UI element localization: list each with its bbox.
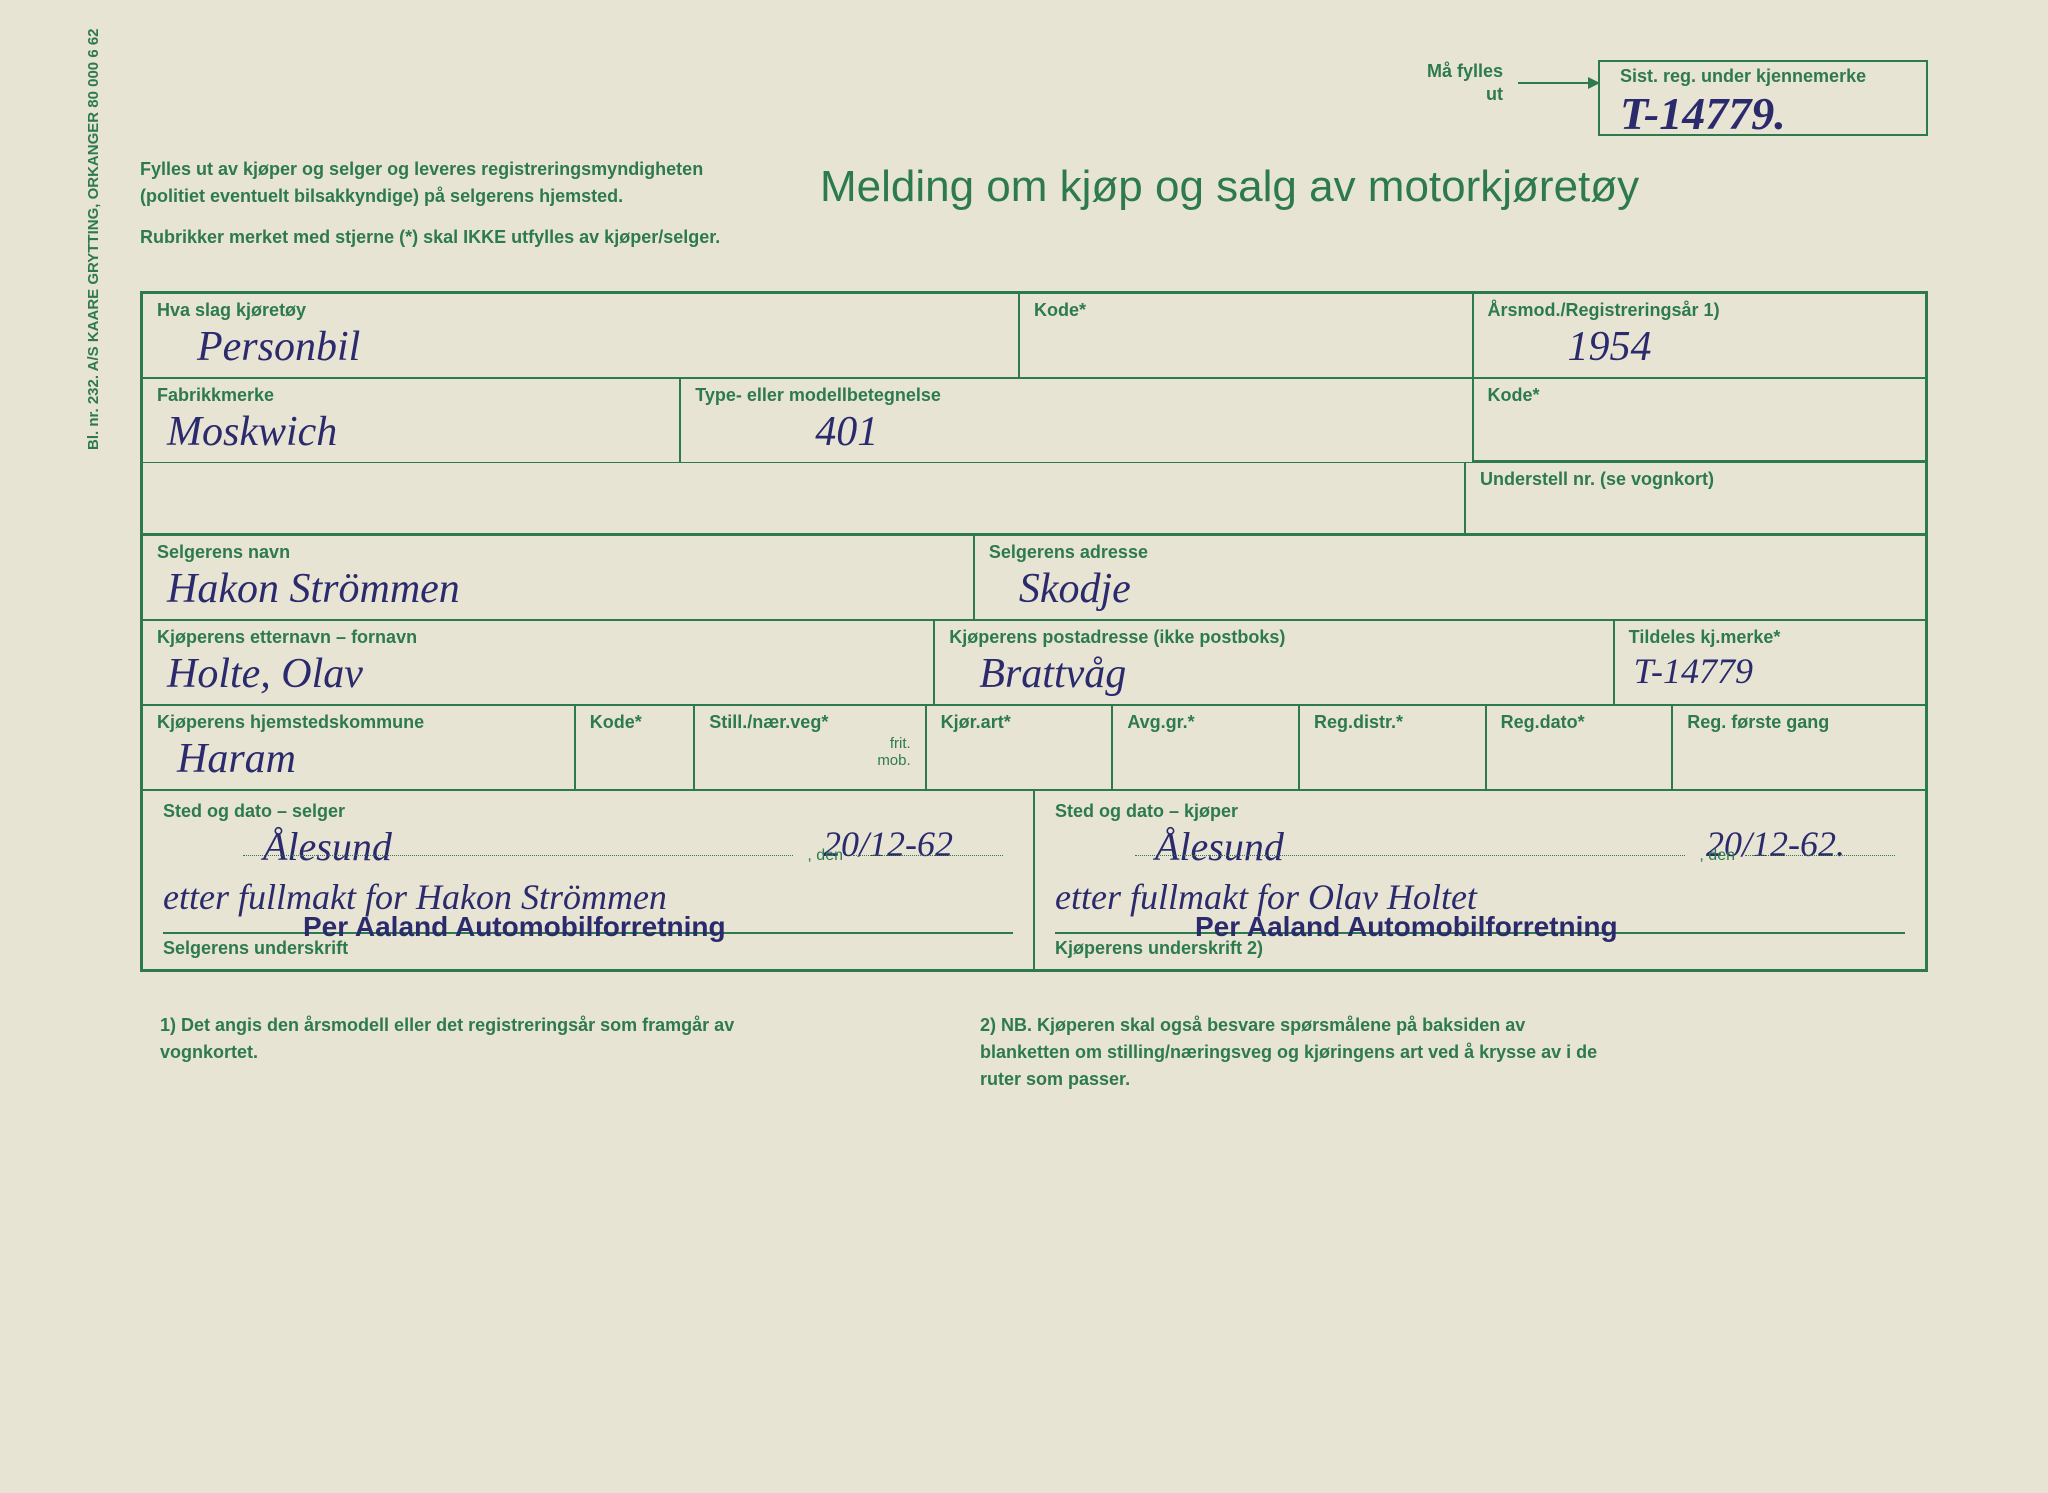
still-label: Still./nær.veg* <box>709 712 910 733</box>
type-value: Personbil <box>157 323 1004 371</box>
first-cell: Reg. første gang <box>1673 706 1925 789</box>
footnote-2: 2) NB. Kjøperen skal også besvare spørsm… <box>980 1012 1620 1093</box>
kommune-label: Kjøperens hjemstedskommune <box>157 712 560 733</box>
seller-sig-label-top: Sted og dato – selger <box>163 801 1013 822</box>
buyer-name-label: Kjøperens etternavn – fornavn <box>157 627 919 648</box>
seller-addr-label: Selgerens adresse <box>989 542 1911 563</box>
chassis-cell: Understell nr. (se vognkort) <box>1464 463 1925 533</box>
reg-number-box: Sist. reg. under kjennemerke T-14779. <box>1598 60 1928 136</box>
buyer-name-cell: Kjøperens etternavn – fornavn Holte, Ola… <box>143 621 935 704</box>
header-row: Må fylles ut Sist. reg. under kjennemerk… <box>140 60 1928 136</box>
vehicle-type-cell: Hva slag kjøretøy Personbil <box>143 294 1020 377</box>
fill-notice: Må fylles ut <box>1427 60 1598 107</box>
buyer-signature-block: Sted og dato – kjøper Ålesund 20/12-62. … <box>1035 791 1925 969</box>
kommune-value: Haram <box>157 735 560 783</box>
distr-cell: Reg.distr.* <box>1300 706 1487 789</box>
kode3-label: Kode* <box>590 712 680 733</box>
form-container: Må fylles ut Sist. reg. under kjennemerk… <box>140 60 1928 1433</box>
seller-place: Ålesund <box>263 823 392 870</box>
dato-cell: Reg.dato* <box>1487 706 1674 789</box>
seller-stamp: Per Aaland Automobilforretning <box>303 911 726 943</box>
den-label-buyer: , den <box>1699 847 1735 865</box>
model-label: Type- eller modellbetegnelse <box>695 385 1457 406</box>
avg-cell: Avg.gr.* <box>1113 706 1300 789</box>
instruction-line-2: Rubrikker merket med stjerne (*) skal IK… <box>140 224 740 251</box>
kode1-cell: Kode* <box>1020 294 1474 377</box>
footnote-1: 1) Det angis den årsmodell eller det reg… <box>160 1012 800 1093</box>
model-cell: Type- eller modellbetegnelse 401 <box>681 379 1473 462</box>
seller-name-value: Hakon Strömmen <box>157 565 959 613</box>
form-header: Fylles ut av kjøper og selger og leveres… <box>140 156 1928 251</box>
buyer-place: Ålesund <box>1155 823 1284 870</box>
seller-name-label: Selgerens navn <box>157 542 959 563</box>
fill-label: Må fylles ut <box>1427 60 1503 107</box>
still-cell: Still./nær.veg* frit. mob. <box>695 706 926 789</box>
seller-addr-cell: Selgerens adresse Skodje <box>975 536 1925 619</box>
type-label: Hva slag kjøretøy <box>157 300 1004 321</box>
model-value: 401 <box>695 408 1457 456</box>
distr-label: Reg.distr.* <box>1314 712 1471 733</box>
chassis-spacer <box>143 463 1464 533</box>
buyer-mark-label: Tildeles kj.merke* <box>1629 627 1911 648</box>
year-cell: Årsmod./Registreringsår 1) 1954 <box>1474 294 1926 377</box>
chassis-label: Understell nr. (se vognkort) <box>1480 469 1911 490</box>
chassis-row: Understell nr. (se vognkort) <box>143 463 1925 533</box>
seller-addr-value: Skodje <box>989 565 1911 613</box>
seller-name-cell: Selgerens navn Hakon Strömmen <box>143 536 975 619</box>
buyer-mark-cell: Tildeles kj.merke* T-14779 <box>1615 621 1925 704</box>
make-cell: Fabrikkmerke Moskwich <box>143 379 681 462</box>
buyer-sig-label-top: Sted og dato – kjøper <box>1055 801 1905 822</box>
form-table: Hva slag kjøretøy Personbil Kode* Årsmod… <box>140 291 1928 536</box>
year-label: Årsmod./Registreringsår 1) <box>1488 300 1912 321</box>
form-title: Melding om kjøp og salg av motorkjøretøy <box>820 156 1639 251</box>
reg-value: T-14779. <box>1620 87 1906 140</box>
kode2-label: Kode* <box>1488 385 1912 406</box>
make-value: Moskwich <box>157 408 665 456</box>
seller-buyer-table: Selgerens navn Hakon Strömmen Selgerens … <box>140 536 1928 972</box>
avg-label: Avg.gr.* <box>1127 712 1284 733</box>
dato-label: Reg.dato* <box>1501 712 1658 733</box>
kode2-cell: Kode* <box>1474 379 1926 462</box>
kode1-label: Kode* <box>1034 300 1458 321</box>
buyer-mark-value: T-14779 <box>1629 650 1911 692</box>
seller-row: Selgerens navn Hakon Strömmen Selgerens … <box>143 536 1925 621</box>
still-sub: frit. mob. <box>709 735 910 769</box>
vehicle-type-row: Hva slag kjøretøy Personbil Kode* Årsmod… <box>143 294 1925 379</box>
footnotes: 1) Det angis den årsmodell eller det reg… <box>140 1012 1928 1093</box>
make-label: Fabrikkmerke <box>157 385 665 406</box>
reg-label: Sist. reg. under kjennemerke <box>1620 66 1906 87</box>
year-value: 1954 <box>1488 323 1912 371</box>
seller-signature-block: Sted og dato – selger Ålesund 20/12-62 ,… <box>143 791 1035 969</box>
buyer-addr-label: Kjøperens postadresse (ikke postboks) <box>949 627 1598 648</box>
first-label: Reg. første gang <box>1687 712 1911 733</box>
kode3-cell: Kode* <box>576 706 696 789</box>
den-label-seller: , den <box>807 847 843 865</box>
side-print-info: Bl. nr. 232. A/S KAARE GRYTTING, ORKANGE… <box>85 28 102 450</box>
buyer-name-value: Holte, Olav <box>157 650 919 698</box>
buyer-addr-cell: Kjøperens postadresse (ikke postboks) Br… <box>935 621 1614 704</box>
arrow-icon <box>1518 82 1598 84</box>
details-row: Kjøperens hjemstedskommune Haram Kode* S… <box>143 706 1925 791</box>
buyer-addr-value: Brattvåg <box>949 650 1598 698</box>
instruction-line-1: Fylles ut av kjøper og selger og leveres… <box>140 156 740 210</box>
art-cell: Kjør.art* <box>927 706 1114 789</box>
buyer-stamp: Per Aaland Automobilforretning <box>1195 911 1618 943</box>
signature-row: Sted og dato – selger Ålesund 20/12-62 ,… <box>143 791 1925 969</box>
kommune-cell: Kjøperens hjemstedskommune Haram <box>143 706 576 789</box>
instructions: Fylles ut av kjøper og selger og leveres… <box>140 156 740 251</box>
make-model-row: Fabrikkmerke Moskwich Type- eller modell… <box>143 379 1925 463</box>
buyer-row: Kjøperens etternavn – fornavn Holte, Ola… <box>143 621 1925 706</box>
art-label: Kjør.art* <box>941 712 1098 733</box>
